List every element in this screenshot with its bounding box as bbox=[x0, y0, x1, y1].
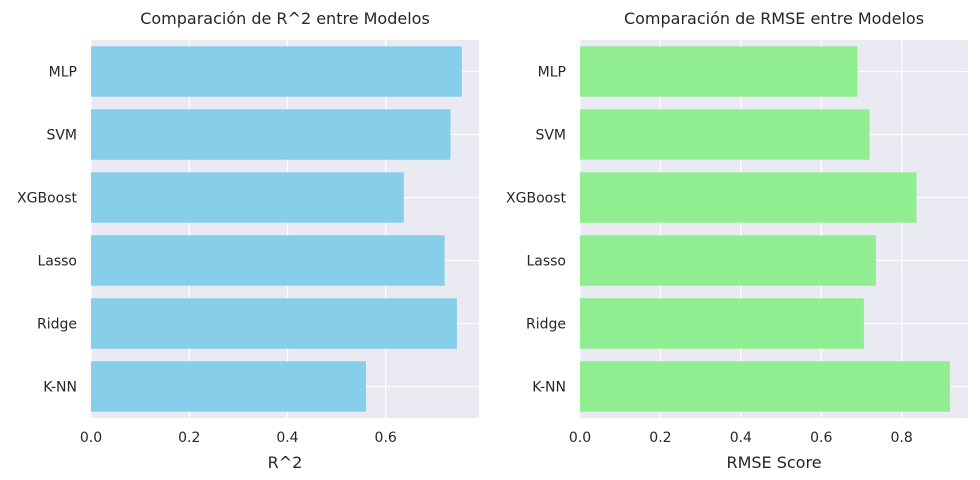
y-tick-labels: K-NN Ridge Lasso XGBoost SVM MLP bbox=[17, 65, 77, 396]
bar-ridge bbox=[580, 298, 864, 349]
bars bbox=[580, 46, 950, 412]
bar-mlp bbox=[580, 46, 858, 97]
bar-lasso bbox=[91, 235, 445, 286]
x-axis-label: RMSE Score bbox=[726, 453, 821, 472]
r2-chart: K-NN Ridge Lasso XGBoost SVM MLP 0.0 0.2 0.4 0.6… bbox=[17, 9, 479, 472]
y-tick-labels: K-NN Ridge Lasso XGBoost SVM MLP bbox=[506, 65, 566, 396]
y-tick-label: SVM bbox=[46, 128, 77, 144]
x-tick-label: 0.4 bbox=[730, 430, 752, 446]
y-tick-label: K-NN bbox=[43, 380, 77, 396]
x-tick-label: 0.2 bbox=[649, 430, 671, 446]
plot-background bbox=[91, 40, 479, 418]
x-tick-label: 0.8 bbox=[891, 430, 913, 446]
x-tick-label: 0.2 bbox=[178, 430, 200, 446]
x-tick-label: 0.6 bbox=[375, 430, 397, 446]
x-tick-labels: 0.0 0.2 0.4 0.6 0.8 bbox=[569, 430, 913, 446]
y-tick-label: XGBoost bbox=[506, 191, 566, 207]
y-tick-label: Lasso bbox=[526, 254, 566, 270]
x-tick-label: 0.6 bbox=[810, 430, 832, 446]
bar-svm bbox=[91, 109, 451, 160]
y-tick-label: XGBoost bbox=[17, 191, 77, 207]
y-tick-label: MLP bbox=[49, 65, 77, 81]
bar-xgboost bbox=[91, 172, 404, 223]
bar-ridge bbox=[91, 298, 457, 349]
rmse-chart: K-NN Ridge Lasso XGBoost SVM MLP 0.0 0.2 0.4 0.6… bbox=[506, 9, 968, 472]
bar-lasso bbox=[580, 235, 876, 286]
x-tick-label: 0.4 bbox=[276, 430, 298, 446]
y-tick-label: Lasso bbox=[37, 254, 77, 270]
y-tick-label: Ridge bbox=[526, 317, 566, 333]
bar-svm bbox=[580, 109, 870, 160]
bar-xgboost bbox=[580, 172, 917, 223]
y-tick-label: Ridge bbox=[37, 317, 77, 333]
chart-title: Comparación de R^2 entre Modelos bbox=[140, 9, 430, 28]
plot-background bbox=[580, 40, 968, 418]
bar-k-nn bbox=[580, 361, 950, 412]
chart-title: Comparación de RMSE entre Modelos bbox=[624, 9, 924, 28]
x-tick-labels: 0.0 0.2 0.4 0.6 bbox=[80, 430, 397, 446]
y-tick-label: MLP bbox=[538, 65, 566, 81]
y-tick-label: K-NN bbox=[532, 380, 566, 396]
x-tick-label: 0.0 bbox=[80, 430, 102, 446]
bar-mlp bbox=[91, 46, 462, 97]
x-tick-label: 0.0 bbox=[569, 430, 591, 446]
bars bbox=[91, 46, 462, 412]
y-tick-label: SVM bbox=[535, 128, 566, 144]
bar-k-nn bbox=[91, 361, 367, 412]
x-axis-label: R^2 bbox=[268, 453, 303, 472]
